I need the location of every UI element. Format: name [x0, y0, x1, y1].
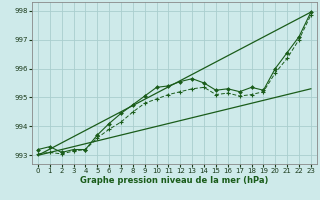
X-axis label: Graphe pression niveau de la mer (hPa): Graphe pression niveau de la mer (hPa) [80, 176, 268, 185]
